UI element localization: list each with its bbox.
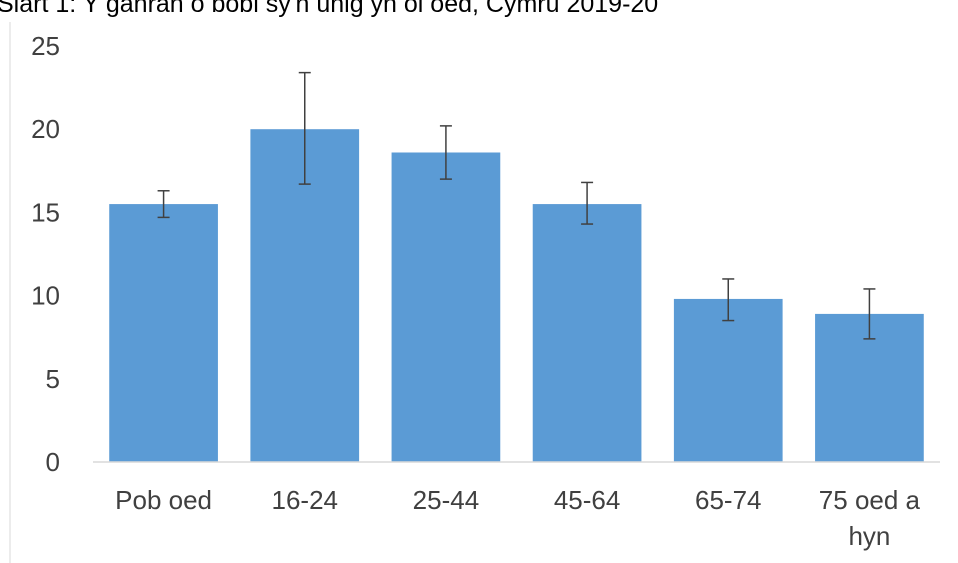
y-tick-label: 20 [31,114,60,144]
y-tick-label: 10 [31,281,60,311]
error-bar [581,181,594,225]
x-tick-label-line: hyn [848,521,890,551]
error-bar [439,125,452,180]
y-tick-label: 0 [46,447,60,477]
x-tick-label: 25-44 [413,485,480,515]
error-bar [157,190,170,219]
y-tick-label: 25 [31,31,60,61]
x-tick-label: 16-24 [272,485,339,515]
x-tick-label: 45-64 [554,485,621,515]
y-tick-label: 15 [31,197,60,227]
bar [109,204,218,462]
error-bars [157,71,876,340]
x-tick-label: 75 oed a hyn [819,485,921,551]
error-bar [722,278,735,322]
y-tick-label: 5 [46,364,60,394]
error-bar [298,71,311,185]
bar [532,204,642,462]
x-tick-label: Pob oed [115,485,212,515]
y-axis-ticks: 0 5 10 15 20 25 [31,31,60,477]
x-tick-label: 65-74 [695,485,762,515]
bar [391,152,501,462]
bars [109,129,924,462]
x-axis-labels: Pob oed 16-24 25-44 45-64 65-74 75 oed a hyn [115,485,920,551]
bar [673,298,783,462]
x-tick-label-line: 75 oed a [819,485,921,515]
chart-title: Siart 1: Y ganran o bobl sy'n unig yn ôl… [0,0,658,18]
error-bar [863,288,876,340]
